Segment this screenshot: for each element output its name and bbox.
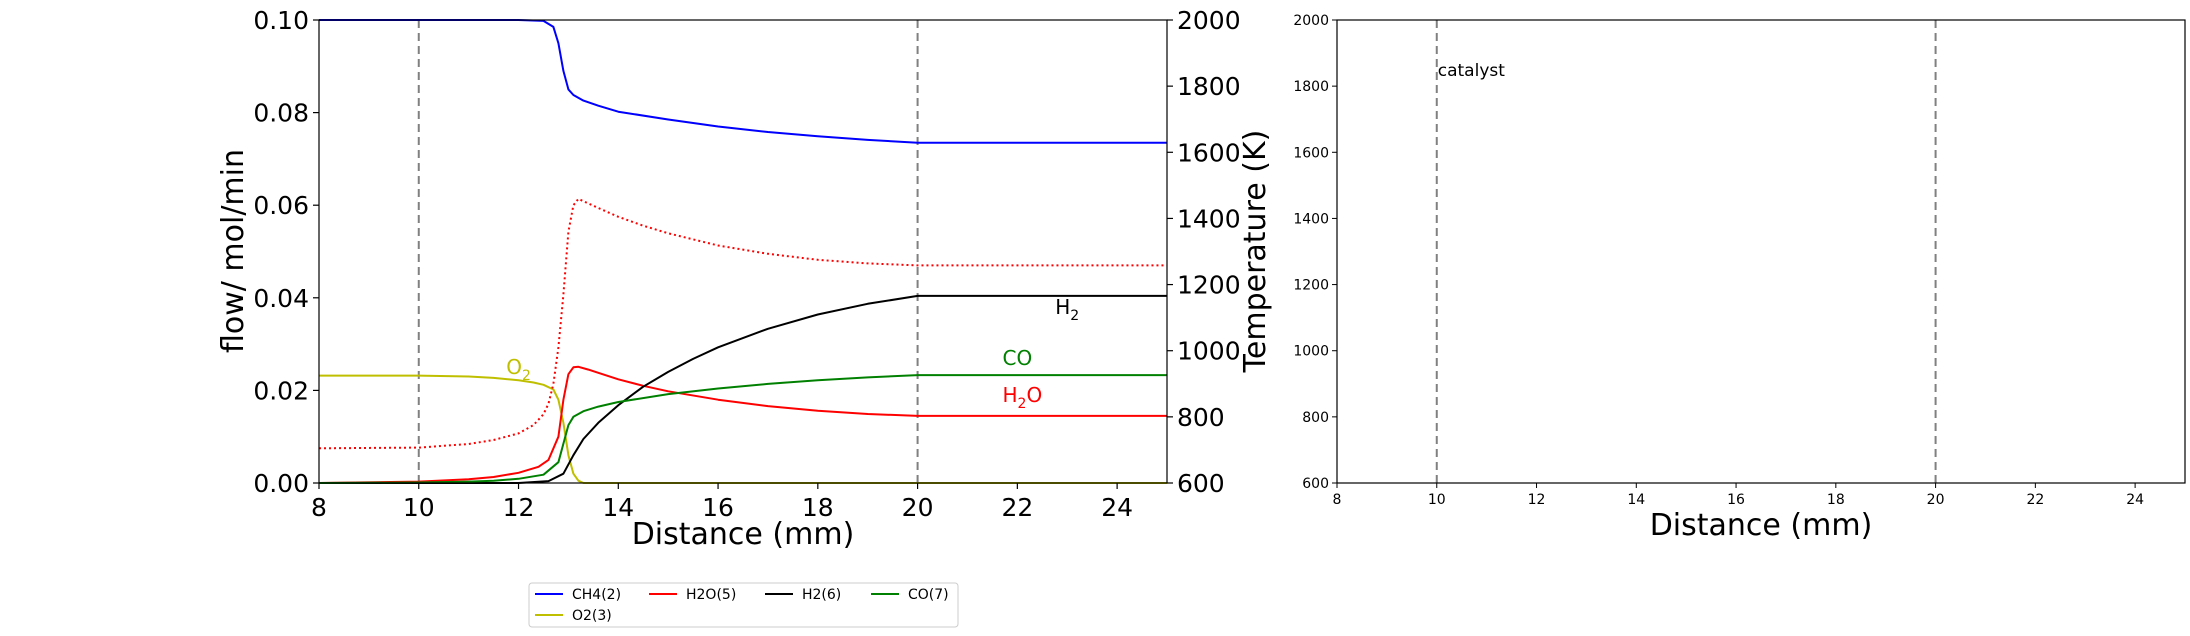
legend-label: CH4(2) (572, 587, 621, 603)
y2-tick-label: 1600 (1177, 138, 1241, 167)
left-plot-frame (318, 19, 1168, 484)
y-tick-label: 600 (1302, 476, 1329, 492)
x-tick-label: 16 (1727, 492, 1745, 508)
x-tick-label: 12 (1528, 492, 1546, 508)
y-tick-label: 1000 (1293, 344, 1329, 360)
y-tick-label: 0.00 (253, 469, 309, 498)
series-annotation: CO (1002, 346, 1032, 370)
left-y2-axis-label: Temperature (K) (1238, 130, 1273, 374)
x-tick-label: 16 (702, 493, 734, 522)
y-tick-label: 0.08 (253, 99, 309, 128)
y-tick-label: 0.06 (253, 191, 309, 220)
y-tick-label: 0.04 (253, 284, 309, 313)
y-tick-label: 1400 (1293, 211, 1329, 227)
legend-label: O2(3) (572, 608, 612, 624)
y-tick-label: 2000 (1293, 13, 1329, 29)
right-plot-frame (1336, 19, 2186, 484)
series-annotation: H2O (1002, 383, 1042, 412)
y2-tick-label: 2000 (1177, 6, 1241, 35)
legend-label: H2O(5) (686, 587, 736, 603)
x-tick-label: 14 (602, 493, 634, 522)
y2-tick-label: 600 (1177, 469, 1225, 498)
series-line-o2-3- (319, 374, 1167, 484)
y-tick-label: 1200 (1293, 278, 1329, 294)
y2-tick-label: 800 (1177, 403, 1225, 432)
right-x-axis-label: Distance (mm) (1650, 508, 1873, 543)
x-tick-label: 24 (1101, 493, 1133, 522)
right-chart: catalyst 8 10 12 14 16 18 20 22 24 600 800 1000 120… (1293, 13, 2186, 543)
y2-tick-label: 1800 (1177, 72, 1241, 101)
y-tick-label: 0.10 (253, 6, 309, 35)
left-y-axis-label: flow/ mol/min (216, 149, 251, 353)
y2-tick-label: 1200 (1177, 271, 1241, 300)
x-tick-label: 20 (1927, 492, 1945, 508)
x-tick-label: 12 (503, 493, 535, 522)
series-line-ch4-2- (319, 19, 1167, 144)
y-tick-label: 1800 (1293, 79, 1329, 95)
series-annotation: O2 (506, 355, 531, 384)
x-tick-label: 14 (1627, 492, 1645, 508)
x-tick-label: 10 (403, 493, 435, 522)
y-tick-label: 800 (1302, 410, 1329, 426)
y2-tick-label: 1400 (1177, 204, 1241, 233)
x-tick-label: 24 (2126, 492, 2144, 508)
x-tick-label: 18 (802, 493, 834, 522)
y2-tick-label: 1000 (1177, 337, 1241, 366)
legend-label: CO(7) (908, 587, 949, 603)
series-annotation: H2 (1055, 295, 1079, 324)
x-tick-label: 10 (1428, 492, 1446, 508)
x-tick-label: 18 (1827, 492, 1845, 508)
series-line-temperature (318, 197, 1167, 450)
series-line-h2-6- (319, 294, 1167, 484)
legend-frame (528, 582, 959, 628)
catalyst-annotation: catalyst (1438, 61, 1505, 81)
legend-label: H2(6) (802, 587, 841, 603)
series-line-h2o-5- (318, 365, 1167, 484)
y-tick-label: 0.02 (253, 376, 309, 405)
x-tick-label: 8 (311, 493, 327, 522)
y-tick-label: 1600 (1293, 145, 1329, 161)
x-tick-label: 22 (1001, 493, 1033, 522)
left-chart: O2 H2 CO H2O 8 10 12 14 16 18 20 22 24 0.00 0.02 0.04… (216, 6, 1273, 628)
x-tick-label: 22 (2026, 492, 2044, 508)
legend: CH4(2) H2O(5) H2(6) CO(7) O2(3) (528, 582, 959, 628)
series-line-co-7- (318, 374, 1167, 484)
left-x-axis-label: Distance (mm) (632, 517, 855, 552)
x-tick-label: 8 (1333, 492, 1342, 508)
x-tick-label: 20 (902, 493, 934, 522)
